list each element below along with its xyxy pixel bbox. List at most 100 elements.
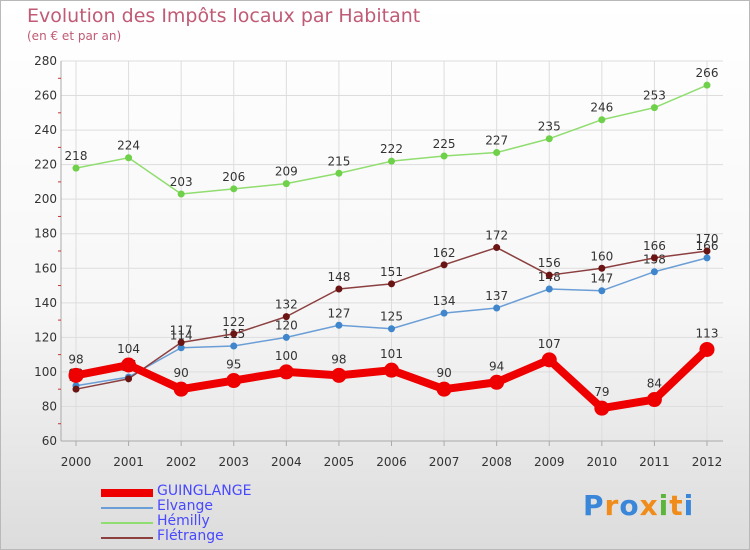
data-label: 166: [696, 239, 719, 253]
data-point: [282, 313, 290, 321]
data-point: [335, 321, 343, 329]
data-point: [121, 357, 137, 373]
data-point: [173, 381, 189, 397]
data-point: [650, 104, 658, 112]
y-tick-label: 200: [34, 192, 57, 206]
data-point: [703, 254, 711, 262]
data-point: [230, 185, 238, 193]
proxiti-logo: Proxiti: [583, 489, 694, 522]
data-label: 147: [590, 272, 613, 286]
y-tick-label: 180: [34, 227, 57, 241]
y-tick-label: 280: [34, 54, 57, 68]
y-tick-label: 120: [34, 330, 57, 344]
data-label: 151: [380, 265, 403, 279]
x-tick-label: 2002: [166, 455, 197, 469]
data-label: 172: [485, 229, 508, 243]
data-label: 95: [226, 358, 241, 372]
data-point: [230, 342, 238, 350]
data-point: [230, 330, 238, 338]
data-label: 206: [222, 170, 245, 184]
data-point: [493, 304, 501, 312]
data-point: [335, 285, 343, 293]
y-tick-label: 220: [34, 158, 57, 172]
data-label: 162: [433, 246, 456, 260]
y-tick-label: 80: [42, 399, 57, 413]
data-label: 125: [380, 310, 403, 324]
logo-letter: o: [619, 489, 640, 522]
x-tick-label: 2005: [324, 455, 355, 469]
data-point: [125, 375, 133, 383]
data-point: [598, 264, 606, 272]
data-point: [646, 392, 662, 408]
data-point: [226, 373, 242, 389]
data-label: 266: [696, 66, 719, 80]
data-point: [545, 285, 553, 293]
data-label: 222: [380, 142, 403, 156]
data-label: 120: [275, 318, 298, 332]
data-point: [436, 381, 452, 397]
data-label: 235: [538, 120, 561, 134]
x-tick-label: 2012: [692, 455, 723, 469]
data-point: [68, 367, 84, 383]
data-label: 209: [275, 165, 298, 179]
logo-letter: t: [669, 489, 684, 522]
data-point: [594, 400, 610, 416]
data-label: 94: [489, 359, 504, 373]
logo-letter: i: [683, 489, 695, 522]
data-point: [440, 261, 448, 269]
data-label: 224: [117, 139, 140, 153]
legend-label-fletrange: Flétrange: [157, 528, 224, 544]
data-point: [278, 364, 294, 380]
data-label: 114: [170, 329, 193, 343]
data-point: [335, 169, 343, 177]
logo-letter: P: [583, 489, 605, 522]
data-point: [331, 367, 347, 383]
data-point: [384, 362, 399, 378]
data-label: 166: [643, 239, 666, 253]
data-point: [388, 280, 395, 288]
data-label: 100: [275, 349, 298, 363]
data-label: 134: [433, 294, 456, 308]
data-point: [388, 157, 395, 165]
data-point: [703, 81, 711, 89]
data-label: 218: [65, 149, 88, 163]
data-label: 107: [538, 337, 561, 351]
data-point: [699, 341, 715, 357]
data-point: [493, 149, 501, 157]
legend-label-hemilly: Hémilly: [157, 513, 210, 529]
data-point: [72, 385, 80, 393]
data-label: 101: [380, 347, 403, 361]
x-tick-label: 2009: [534, 455, 565, 469]
logo-letter: r: [604, 489, 620, 522]
data-point: [282, 180, 290, 188]
data-label: 122: [222, 315, 245, 329]
legend-label-guinglange: GUINGLANGE: [157, 483, 252, 499]
data-point: [125, 154, 133, 162]
data-label: 246: [590, 101, 613, 115]
y-tick-label: 100: [34, 365, 57, 379]
data-label: 113: [696, 326, 719, 340]
data-label: 253: [643, 89, 666, 103]
data-point: [440, 152, 448, 160]
legend-swatch-elvange: [101, 506, 153, 509]
legend-swatch-guinglange: [101, 488, 153, 497]
data-point: [598, 116, 606, 124]
logo-letter: x: [639, 489, 659, 522]
data-point: [177, 344, 185, 352]
data-label: 84: [647, 377, 662, 391]
x-tick-label: 2011: [639, 455, 670, 469]
chart-title: Evolution des Impôts locaux par Habitant: [27, 5, 421, 27]
data-label: 137: [485, 289, 508, 303]
data-point: [541, 352, 557, 368]
data-point: [545, 271, 553, 279]
x-tick-label: 2008: [481, 455, 512, 469]
data-label: 225: [433, 137, 456, 151]
data-point: [177, 339, 185, 347]
logo-letter: i: [658, 489, 670, 522]
y-tick-label: 140: [34, 296, 57, 310]
legend-label-elvange: Elvange: [157, 498, 213, 514]
data-point: [72, 164, 80, 172]
data-point: [177, 190, 185, 198]
data-label: 132: [275, 298, 298, 312]
